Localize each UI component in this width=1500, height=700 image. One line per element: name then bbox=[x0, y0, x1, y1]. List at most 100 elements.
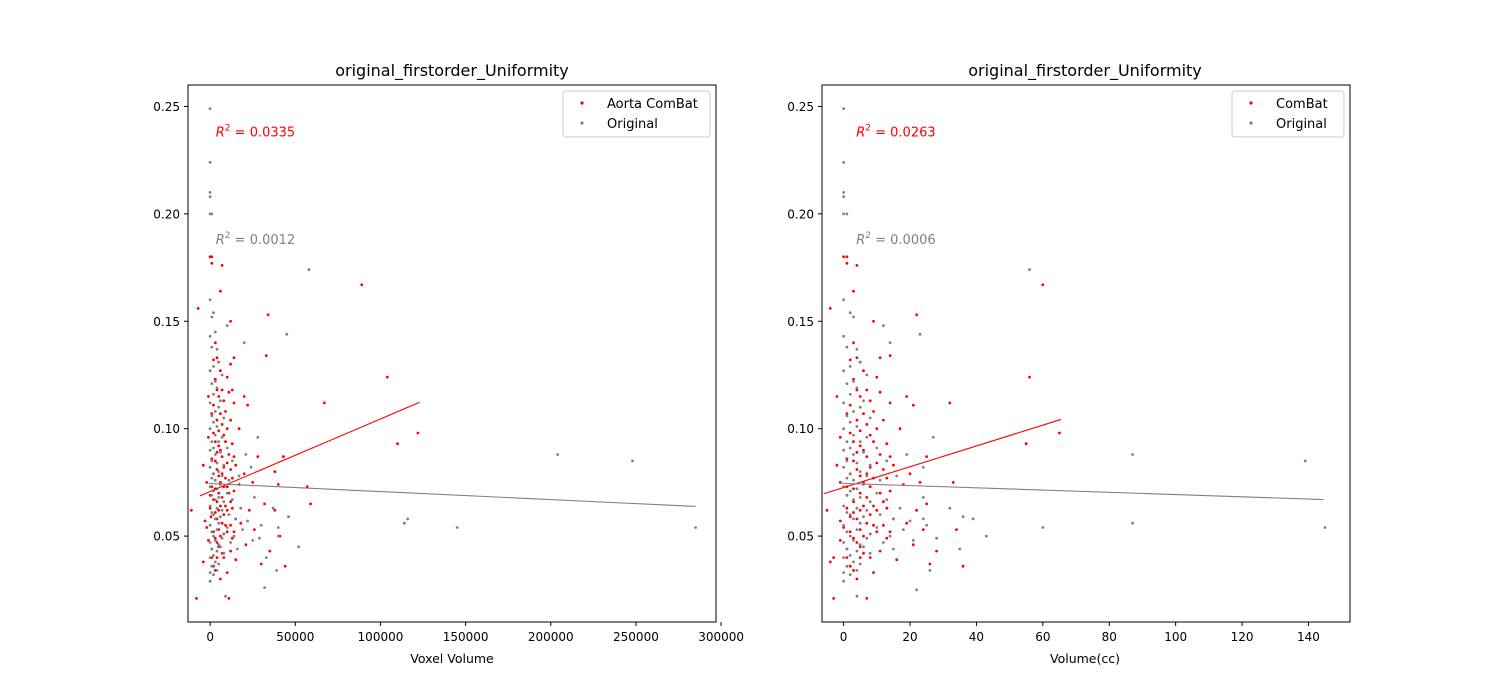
right-series-1-point bbox=[842, 504, 845, 508]
right-series-1-point bbox=[845, 493, 849, 497]
right-series-0-point bbox=[852, 377, 855, 381]
left-series-0-point bbox=[215, 556, 219, 559]
right-series-1-point bbox=[958, 547, 962, 551]
right-series-0-point bbox=[875, 375, 879, 379]
left-x-tick-label: 100000 bbox=[358, 630, 404, 644]
right-series-1-point bbox=[862, 450, 865, 454]
right-series-0-point bbox=[855, 541, 859, 544]
right-series-1-point bbox=[865, 435, 869, 439]
right-series-0-point bbox=[921, 528, 925, 531]
left-series-0-point bbox=[224, 523, 227, 527]
left-series-1-point bbox=[237, 474, 241, 478]
left-series-0-point bbox=[205, 526, 209, 529]
right-series-0-point bbox=[905, 395, 909, 398]
left-plot: original_firstorder_Uniformity Voxel Vol… bbox=[153, 61, 744, 666]
left-series-1-point bbox=[208, 556, 212, 559]
right-series-1-point bbox=[845, 414, 849, 418]
left-y-tick-label: 0.20 bbox=[153, 207, 180, 221]
right-series-0-point bbox=[842, 526, 845, 529]
right-series-1-point bbox=[855, 347, 859, 351]
right-series-1-point bbox=[855, 549, 859, 553]
left-series-0-point bbox=[220, 521, 224, 525]
left-series-1-point bbox=[213, 498, 217, 501]
left-series-0-point bbox=[266, 313, 270, 317]
left-series-1-point bbox=[208, 571, 212, 574]
right-series-0-point bbox=[838, 539, 842, 542]
right-series-0-point bbox=[838, 435, 842, 439]
right-series-0-point bbox=[855, 468, 859, 471]
left-series-1-point bbox=[208, 504, 212, 508]
right-series-0-point bbox=[875, 530, 879, 534]
right-series-1-point bbox=[862, 399, 865, 403]
right-series-1-point bbox=[865, 508, 869, 512]
right-series-0-point bbox=[862, 369, 865, 373]
right-series-1-point bbox=[842, 334, 845, 338]
left-series-0-point bbox=[219, 289, 222, 293]
left-series-0-point bbox=[309, 502, 312, 506]
left-series-0-point bbox=[229, 362, 233, 366]
left-series-1-point bbox=[213, 517, 217, 521]
right-series-1-point bbox=[852, 560, 855, 564]
right-series-0-point bbox=[832, 597, 835, 600]
left-series-0-point bbox=[247, 508, 251, 512]
right-series-1-point bbox=[1131, 521, 1134, 525]
left-series-0-point bbox=[322, 401, 326, 405]
left-series-0-point bbox=[225, 375, 229, 379]
left-x-tick-label: 50000 bbox=[276, 630, 314, 644]
right-series-0-point bbox=[852, 487, 855, 491]
right-series-1-point bbox=[888, 534, 892, 538]
right-series-1-point bbox=[902, 528, 905, 531]
left-series-1-point bbox=[212, 392, 215, 396]
left-series-0-point bbox=[217, 429, 221, 433]
right-series-0-point bbox=[848, 564, 852, 568]
left-series-0-point bbox=[222, 513, 226, 516]
right-series-0-point bbox=[948, 401, 952, 405]
right-series-1-point bbox=[858, 470, 862, 473]
right-series-1-point bbox=[925, 523, 928, 527]
left-series-1-point bbox=[210, 511, 214, 514]
left-series-0-point bbox=[212, 431, 215, 435]
right-series-1-point bbox=[852, 539, 855, 542]
right-series-1-point bbox=[855, 594, 859, 598]
left-series-0-point bbox=[273, 508, 277, 512]
left-series-0-point bbox=[230, 388, 234, 392]
right-series-1-point bbox=[845, 547, 849, 551]
left-series-0-point bbox=[215, 418, 219, 422]
left-series-0-point bbox=[201, 463, 205, 467]
left-series-0-point bbox=[220, 264, 224, 267]
right-series-0-point bbox=[825, 508, 829, 512]
left-series-0-point bbox=[222, 465, 226, 469]
left-series-0-point bbox=[273, 470, 277, 473]
left-series-1-point bbox=[287, 515, 290, 519]
left-legend-marker bbox=[580, 121, 584, 125]
left-x-tick-label: 200000 bbox=[528, 630, 574, 644]
right-series-1-point bbox=[845, 511, 849, 514]
left-series-1-point bbox=[225, 526, 229, 529]
right-series-1-point bbox=[1041, 526, 1045, 529]
right-series-1-point bbox=[842, 465, 845, 469]
right-series-0-point bbox=[858, 491, 862, 495]
left-series-0-point bbox=[220, 455, 224, 458]
left-series-1-point bbox=[208, 107, 212, 110]
right-series-0-point bbox=[872, 504, 875, 508]
right-series-0-point bbox=[875, 508, 879, 512]
right-series-0-point bbox=[828, 560, 832, 564]
left-series-1-point bbox=[219, 515, 222, 519]
left-series-0-point bbox=[210, 261, 214, 265]
right-series-0-point bbox=[915, 313, 918, 317]
right-series-0-point bbox=[918, 481, 922, 484]
left-series-0-point bbox=[196, 307, 200, 310]
left-series-1-point bbox=[208, 401, 212, 405]
right-series-1-point bbox=[935, 536, 938, 540]
left-series-1-point bbox=[222, 416, 226, 420]
right-series-1-point bbox=[858, 543, 862, 547]
left-series-0-point bbox=[253, 528, 256, 531]
right-x-tick-label: 20 bbox=[902, 630, 917, 644]
right-series-1-point bbox=[842, 523, 845, 527]
right-series-0-point bbox=[868, 513, 872, 516]
right-x-tick-label: 120 bbox=[1231, 630, 1254, 644]
left-series-0-point bbox=[264, 354, 268, 357]
left-series-0-point bbox=[210, 457, 214, 461]
right-series-0-point bbox=[855, 517, 859, 521]
left-plot-marks: R2 = 0.0335 R2 = 0.0012 bbox=[190, 107, 697, 600]
